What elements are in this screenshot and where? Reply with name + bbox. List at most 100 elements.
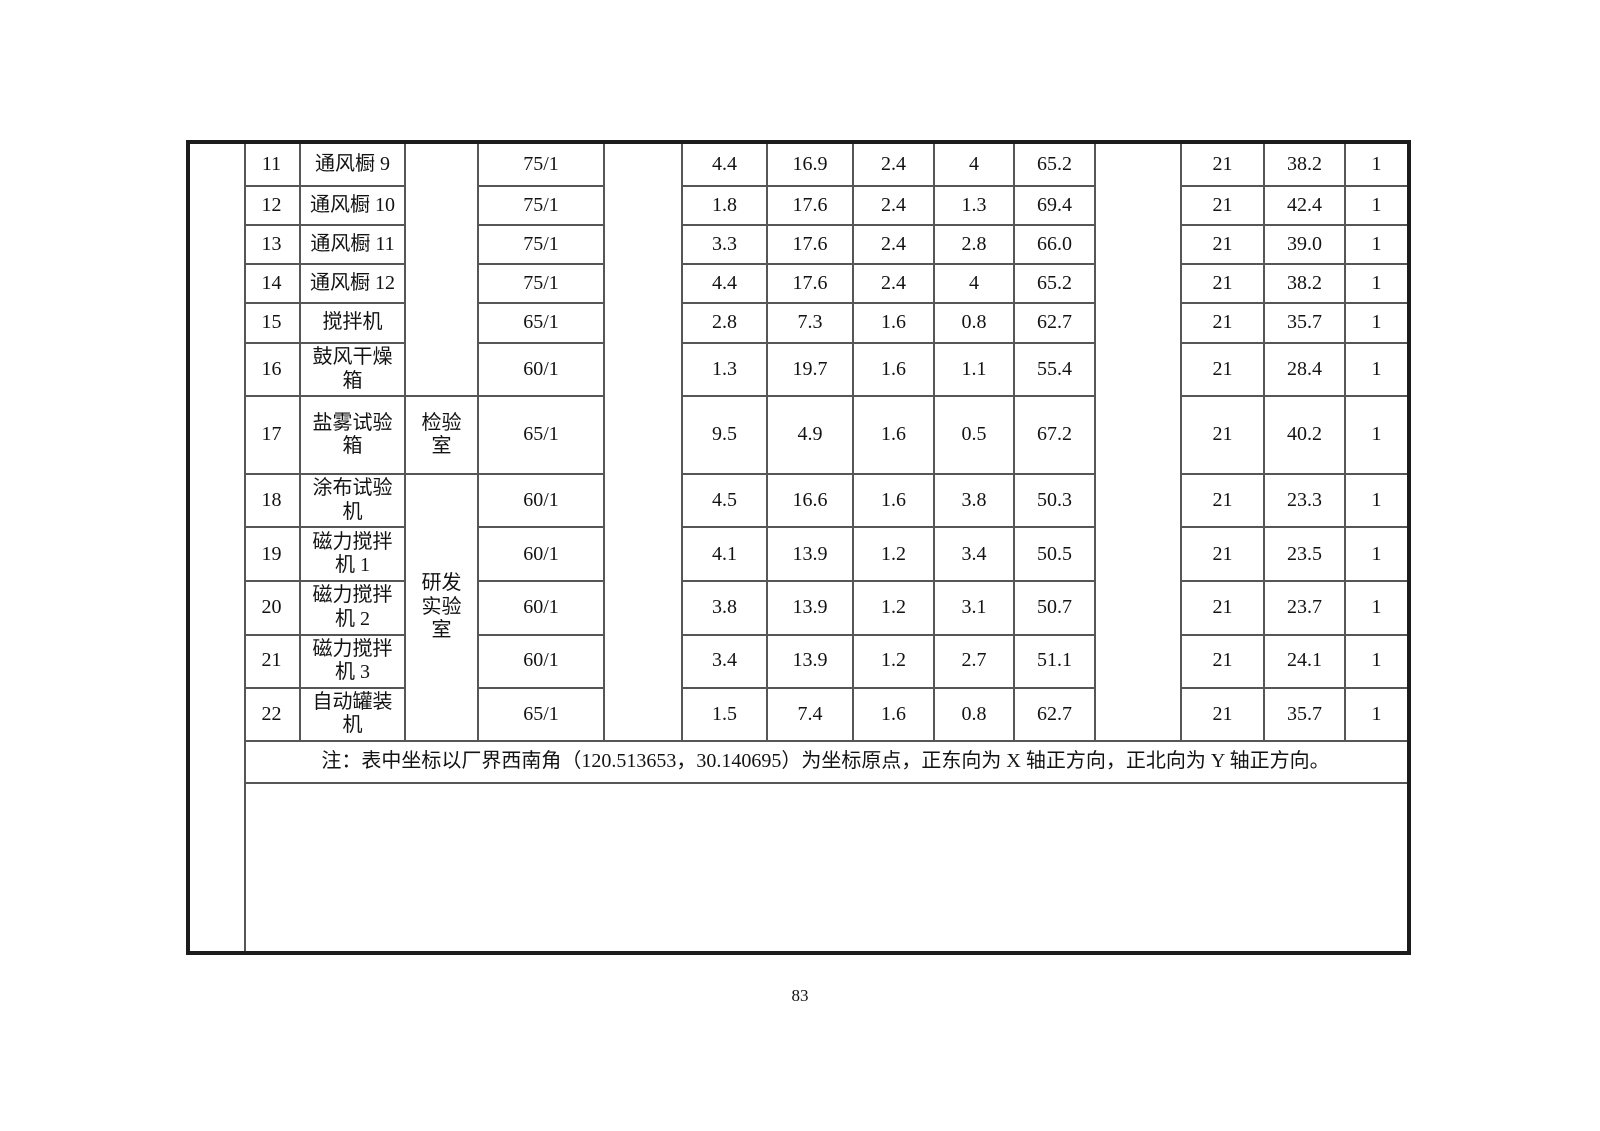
- data-cell: 1: [1344, 224, 1407, 265]
- data-cell: 1.6: [852, 395, 935, 476]
- table-row: 22 自动罐装机 65/1 1.5 7.4 1.6 0.8 62.7 21 35…: [244, 686, 1407, 742]
- row-number-cell: 18: [244, 473, 301, 529]
- table-row: 12 通风橱 10 75/1 1.8 17.6 2.4 1.3 69.4 21 …: [244, 185, 1407, 226]
- room-cell-empty: [404, 144, 479, 398]
- data-cell: 2.8: [933, 224, 1015, 265]
- data-cell: 3.8: [681, 580, 768, 636]
- equipment-name-cell: 盐雾试验箱: [299, 395, 406, 476]
- equipment-name-cell: 磁力搅拌机 2: [299, 580, 406, 636]
- data-cell: 19.7: [766, 341, 854, 398]
- data-cell: 1.5: [681, 686, 768, 742]
- noise-source-table: 11 通风橱 9 75/1 4.4 16.9 2.4 4 65.2 21 38.…: [244, 144, 1407, 784]
- data-cell: 3.4: [681, 633, 768, 689]
- data-cell: 69.4: [1013, 185, 1096, 226]
- equipment-name-cell: 自动罐装机: [299, 686, 406, 742]
- data-cell: 1.6: [852, 686, 935, 742]
- row-number-cell: 17: [244, 395, 301, 476]
- data-cell: 7.3: [766, 302, 854, 344]
- data-cell: 2.8: [681, 302, 768, 344]
- data-cell: 51.1: [1013, 633, 1096, 689]
- data-cell: 21: [1180, 185, 1265, 226]
- data-cell: 40.2: [1263, 395, 1346, 476]
- data-cell: 2.7: [933, 633, 1015, 689]
- data-cell: 13.9: [766, 526, 854, 583]
- data-cell: 62.7: [1013, 302, 1096, 344]
- data-cell: 4.9: [766, 395, 854, 476]
- equipment-name-cell: 鼓风干燥箱: [299, 341, 406, 398]
- data-cell: 28.4: [1263, 341, 1346, 398]
- equipment-name-cell: 涂布试验机: [299, 473, 406, 529]
- table-row: 11 通风橱 9 75/1 4.4 16.9 2.4 4 65.2 21 38.…: [244, 144, 1407, 742]
- table-row: 21 磁力搅拌机 3 60/1 3.4 13.9 1.2 2.7 51.1 21…: [244, 633, 1407, 689]
- data-cell: 2.4: [852, 263, 935, 304]
- data-cell: 1: [1344, 341, 1407, 398]
- row-number-cell: 20: [244, 580, 301, 636]
- data-cell: 21: [1180, 633, 1265, 689]
- noise-qty-cell: 75/1: [477, 185, 605, 226]
- data-cell: 17.6: [766, 185, 854, 226]
- row-number-cell: 21: [244, 633, 301, 689]
- data-cell: 3.1: [933, 580, 1015, 636]
- data-cell: 21: [1180, 341, 1265, 398]
- data-cell: 35.7: [1263, 686, 1346, 742]
- data-cell: 1: [1344, 686, 1407, 742]
- data-cell: 1: [1344, 526, 1407, 583]
- data-cell: 21: [1180, 144, 1265, 187]
- data-cell: 39.0: [1263, 224, 1346, 265]
- data-cell: 0.8: [933, 302, 1015, 344]
- noise-qty-cell: 65/1: [477, 302, 605, 344]
- table-row: 16 鼓风干燥箱 60/1 1.3 19.7 1.6 1.1 55.4 21 2…: [244, 341, 1407, 398]
- data-cell: 7.4: [766, 686, 854, 742]
- data-cell: 13.9: [766, 633, 854, 689]
- left-gutter-column: [190, 144, 246, 951]
- equipment-name-cell: 通风橱 12: [299, 263, 406, 304]
- noise-qty-cell: 75/1: [477, 263, 605, 304]
- note-cell: 注：表中坐标以厂界西南角（120.513653，30.140695）为坐标原点，…: [244, 739, 1407, 784]
- page-number: 83: [791, 986, 809, 1005]
- data-cell: 23.3: [1263, 473, 1346, 529]
- data-cell: 23.7: [1263, 580, 1346, 636]
- data-cell: 0.5: [933, 395, 1015, 476]
- data-cell: 38.2: [1263, 144, 1346, 187]
- data-cell: 65.2: [1013, 263, 1096, 304]
- noise-qty-cell: 60/1: [477, 580, 605, 636]
- table-row: 20 磁力搅拌机 2 60/1 3.8 13.9 1.2 3.1 50.7 21…: [244, 580, 1407, 636]
- equipment-name-cell: 通风橱 11: [299, 224, 406, 265]
- data-cell: 50.5: [1013, 526, 1096, 583]
- noise-qty-cell: 75/1: [477, 144, 605, 187]
- data-cell: 1.8: [681, 185, 768, 226]
- empty-merged-cell: [603, 144, 683, 742]
- data-cell: 1.6: [852, 473, 935, 529]
- data-cell: 1: [1344, 185, 1407, 226]
- data-cell: 21: [1180, 395, 1265, 476]
- data-cell: 21: [1180, 263, 1265, 304]
- room-cell-rnd-lab: 研发 实验 室: [404, 473, 479, 742]
- data-cell: 50.7: [1013, 580, 1096, 636]
- row-number-cell: 19: [244, 526, 301, 583]
- data-cell: 42.4: [1263, 185, 1346, 226]
- data-cell: 21: [1180, 526, 1265, 583]
- data-cell: 21: [1180, 580, 1265, 636]
- table-body: 11 通风橱 9 75/1 4.4 16.9 2.4 4 65.2 21 38.…: [244, 144, 1407, 784]
- table-row: 13 通风橱 11 75/1 3.3 17.6 2.4 2.8 66.0 21 …: [244, 224, 1407, 265]
- table-row: 17 盐雾试验箱 检验 室 65/1 9.5 4.9 1.6 0.5 67.2 …: [244, 395, 1407, 476]
- data-cell: 4: [933, 263, 1015, 304]
- noise-qty-cell: 60/1: [477, 341, 605, 398]
- data-cell: 50.3: [1013, 473, 1096, 529]
- data-cell: 67.2: [1013, 395, 1096, 476]
- data-cell: 21: [1180, 686, 1265, 742]
- data-cell: 0.8: [933, 686, 1015, 742]
- noise-qty-cell: 60/1: [477, 633, 605, 689]
- data-cell: 1.2: [852, 580, 935, 636]
- row-number-cell: 22: [244, 686, 301, 742]
- data-cell: 1.6: [852, 302, 935, 344]
- empty-merged-cell: [1094, 144, 1182, 742]
- table-row: 14 通风橱 12 75/1 4.4 17.6 2.4 4 65.2 21 38…: [244, 263, 1407, 304]
- data-cell: 4.4: [681, 263, 768, 304]
- data-cell: 16.6: [766, 473, 854, 529]
- data-cell: 1: [1344, 395, 1407, 476]
- data-cell: 4.1: [681, 526, 768, 583]
- data-cell: 1.3: [681, 341, 768, 398]
- data-cell: 1.3: [933, 185, 1015, 226]
- data-cell: 1: [1344, 263, 1407, 304]
